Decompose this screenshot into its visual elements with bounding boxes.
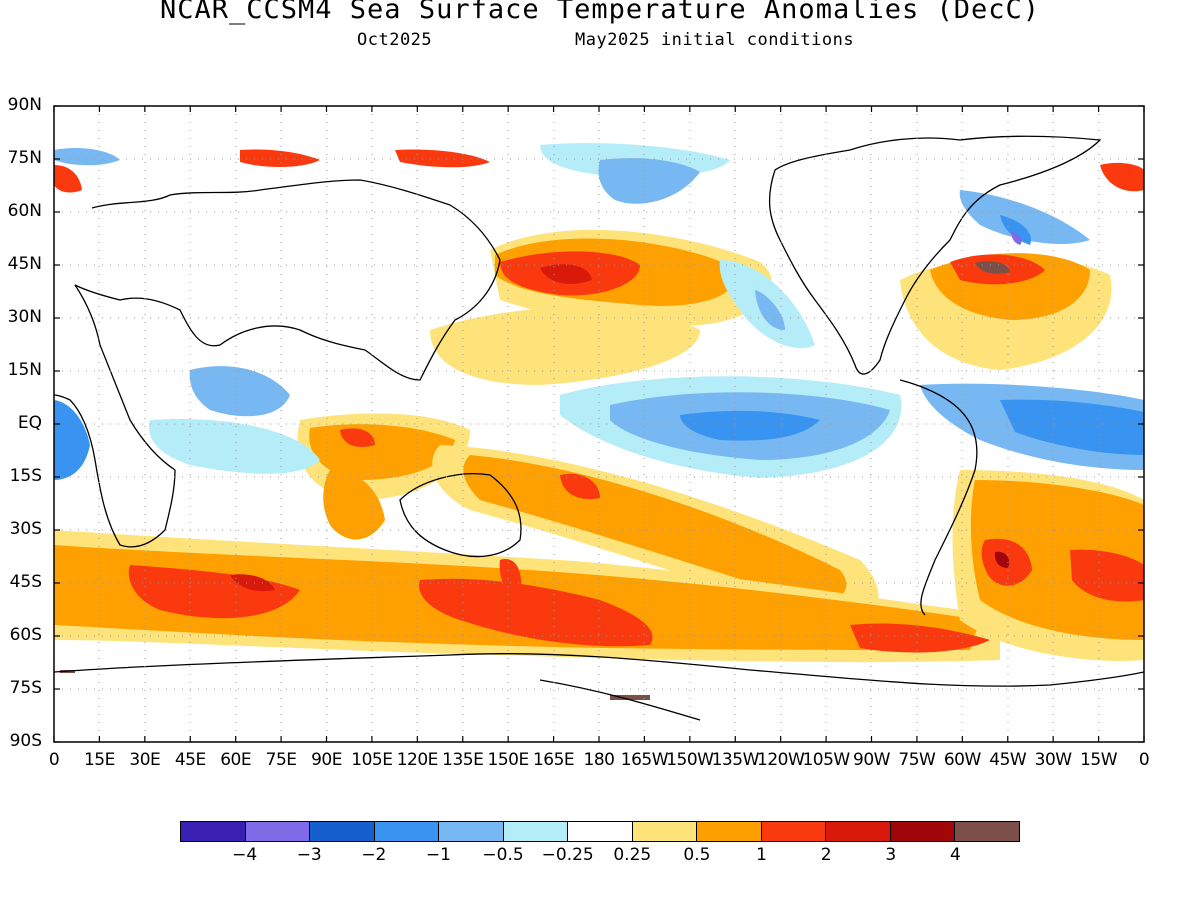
latitude-label: 15S (9, 466, 42, 486)
longitude-label: 30E (129, 750, 161, 770)
color-swatch (181, 822, 246, 841)
latitude-label: 60S (9, 625, 42, 645)
latitude-label: 60N (7, 201, 42, 221)
latitude-label: 75N (7, 148, 42, 168)
longitude-label: 0 (48, 750, 60, 770)
color-scale-label: 0.5 (683, 845, 711, 865)
longitude-label: 165E (532, 750, 575, 770)
longitude-label: 120E (396, 750, 439, 770)
initial-conditions: May2025 initial conditions (575, 30, 855, 50)
color-swatch (826, 822, 891, 841)
longitude-label: 60W (943, 750, 981, 770)
color-swatch (503, 822, 569, 841)
latitude-label: 30N (7, 307, 42, 327)
longitude-label: 105W (802, 750, 850, 770)
longitude-label: 180 (583, 750, 615, 770)
color-scale-label: 4 (949, 845, 961, 865)
longitude-label: 45E (174, 750, 206, 770)
longitude-label: 30W (1034, 750, 1072, 770)
anomaly-field (54, 143, 1144, 700)
longitude-label: 105E (351, 750, 393, 770)
longitude-label: 120W (757, 750, 805, 770)
longitude-label: 90W (853, 750, 890, 770)
forecast-month: Oct2025 (357, 30, 433, 50)
sst-anomaly-map (53, 105, 1145, 743)
latitude-label: 30S (9, 519, 42, 539)
longitude-label: 150E (487, 750, 530, 770)
latitude-label: 90S (9, 731, 42, 751)
color-swatch (761, 822, 827, 841)
longitude-label: 135W (711, 750, 760, 770)
axis-ticks (53, 105, 1145, 743)
color-swatch (374, 822, 440, 841)
color-swatch (245, 822, 311, 841)
color-scale-label: 1 (756, 845, 767, 865)
color-scale-label: −4 (232, 845, 258, 865)
longitude-label: 15E (83, 750, 115, 770)
color-swatch (439, 822, 504, 841)
color-scale-label: 3 (885, 845, 897, 865)
longitude-label: 135E (442, 750, 484, 770)
longitude-label: 150W (666, 750, 714, 770)
color-swatch (568, 822, 633, 841)
color-scale-label: 0.25 (613, 845, 652, 865)
longitude-label: 75E (265, 750, 297, 770)
color-scale-bar (180, 821, 1020, 842)
longitude-label: 165W (620, 750, 669, 770)
color-swatch (310, 822, 375, 841)
color-scale-label: −0.5 (482, 845, 524, 865)
latitude-label: 45S (9, 572, 42, 592)
longitude-label: 75W (898, 750, 936, 770)
color-scale-label: −2 (361, 845, 387, 865)
longitude-label: 0 (1138, 750, 1150, 770)
latitude-label: 45N (7, 254, 42, 274)
color-swatch (890, 822, 956, 841)
longitude-label: 45W (989, 750, 1027, 770)
map-title: NCAR_CCSM4 Sea Surface Temperature Anoma… (159, 0, 1041, 25)
longitude-label: 60E (220, 750, 252, 770)
longitude-label: 15W (1080, 750, 1118, 770)
latitude-label: 75S (9, 678, 42, 698)
color-scale-label: −3 (296, 845, 322, 865)
coastlines (54, 135, 1144, 721)
longitude-label: 90E (311, 750, 342, 770)
color-swatch (697, 822, 762, 841)
latitude-label: EQ (17, 413, 42, 433)
color-swatch (955, 822, 1019, 841)
color-scale-label: −0.25 (541, 845, 594, 865)
color-swatch (632, 822, 698, 841)
color-scale-label: −1 (425, 845, 451, 865)
latitude-label: 15N (7, 360, 42, 380)
color-scale-label: 2 (820, 845, 832, 865)
graticule (54, 106, 1144, 742)
latitude-label: 90N (7, 95, 42, 115)
